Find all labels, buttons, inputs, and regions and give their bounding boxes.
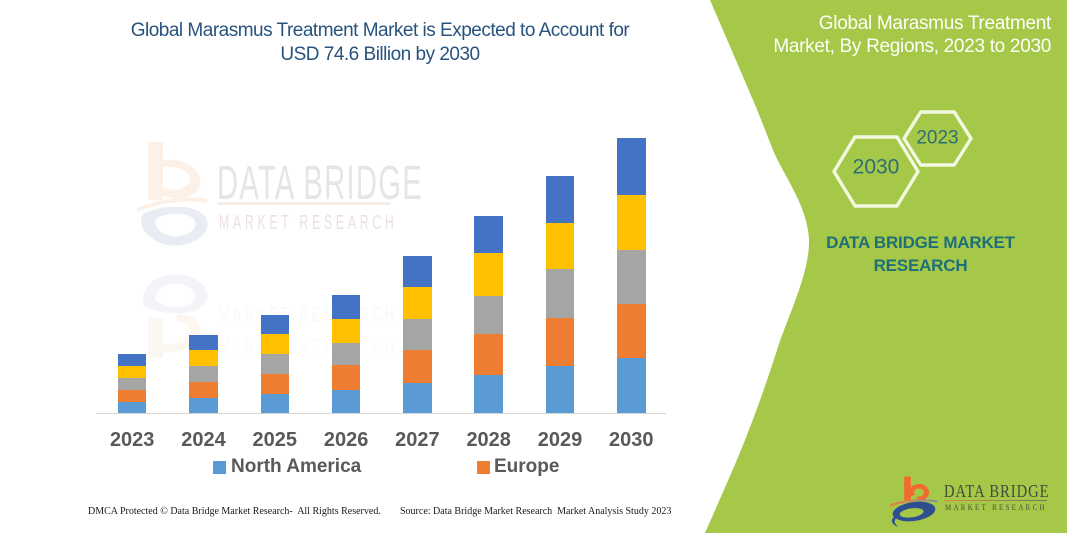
svg-text:2030: 2030 xyxy=(853,156,900,179)
svg-text:2023: 2023 xyxy=(916,128,958,149)
